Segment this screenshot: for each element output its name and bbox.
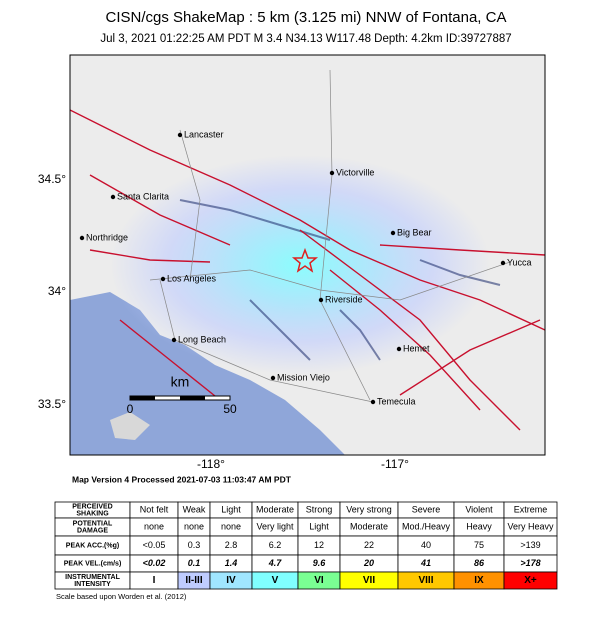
table-cell-text: Extreme — [514, 504, 548, 514]
island — [110, 412, 150, 440]
table-cell-text: Violent — [465, 504, 493, 514]
table-cell-text: Mod./Heavy — [402, 521, 451, 531]
footnote: Scale based upon Worden et al. (2012) — [56, 592, 187, 601]
table-cell-text: VI — [314, 575, 324, 586]
city-label: Long Beach — [178, 334, 226, 344]
scale-start: 0 — [127, 402, 134, 416]
city-label: Santa Clarita — [117, 191, 169, 201]
city-label: Yucca — [507, 257, 532, 267]
table-cell-text: V — [272, 575, 279, 586]
table-cell-text: Heavy — [466, 521, 492, 531]
table-cell-text: <0.02 — [143, 558, 166, 568]
table-cell-text: none — [221, 521, 241, 531]
city-dot — [396, 346, 402, 352]
terrain — [179, 199, 501, 361]
ocean — [70, 292, 345, 455]
table-cell-text: Severe — [412, 504, 441, 514]
row-label: PEAK ACC.(%g) — [66, 542, 119, 549]
faults — [70, 109, 545, 431]
table-cell-text: 4.7 — [268, 558, 283, 568]
subtitle: Jul 3, 2021 01:22:25 AM PDT M 3.4 N34.13… — [100, 33, 511, 45]
table-cell-text: 12 — [314, 540, 324, 550]
lat-label: 34° — [48, 284, 66, 298]
table-cell — [503, 571, 558, 590]
table-cell-text: 2.8 — [225, 540, 238, 550]
map-area — [70, 55, 545, 455]
city-dot — [390, 230, 396, 236]
city-label: Big Bear — [397, 227, 432, 237]
table-cell-text: none — [144, 521, 164, 531]
city-dot — [79, 235, 85, 241]
table-cell-text: Very light — [256, 521, 294, 531]
table-cell-text: IV — [226, 575, 236, 586]
city-dot — [329, 170, 335, 176]
row-label: POTENTIAL DAMAGE — [73, 520, 113, 534]
table-cell-text: >139 — [520, 540, 540, 550]
city-label: Mission Viejo — [277, 372, 330, 382]
table-cell-text: 9.6 — [313, 558, 327, 568]
lat-label: 34.5° — [38, 172, 66, 186]
row-label: PEAK VEL.(cm/s) — [64, 560, 122, 567]
title: CISN/cgs ShakeMap : 5 km (3.125 mi) NNW … — [106, 9, 507, 26]
city-dot — [171, 337, 177, 343]
lat-label: 33.5° — [38, 397, 66, 411]
table-cell-text: Weak — [183, 504, 206, 514]
row-label: PERCEIVED SHAKING — [72, 503, 112, 517]
table-cell-text: Strong — [306, 504, 333, 514]
table-cell-text: 75 — [474, 540, 484, 550]
table-cell-text: Moderate — [256, 504, 294, 514]
city-label: Northridge — [86, 232, 128, 242]
epicenter-star — [291, 247, 319, 273]
table-cell-text: Moderate — [350, 521, 388, 531]
table-cell-text: Very Heavy — [507, 521, 554, 531]
table-cell-text: II-III — [185, 575, 202, 586]
table-cell-text: 41 — [420, 558, 431, 568]
city-label: Riverside — [325, 294, 363, 304]
city-label: Temecula — [377, 396, 416, 406]
table-cell-text: Not felt — [140, 504, 169, 514]
scale-unit: km — [171, 374, 190, 390]
map-frame — [69, 54, 546, 456]
city-dot — [110, 194, 116, 200]
city-label: Victorville — [336, 167, 374, 177]
table-cell-text: 1.4 — [225, 558, 238, 568]
scale-bar — [129, 395, 231, 401]
city-label: Hemet — [403, 343, 430, 353]
table-cell-text: >178 — [520, 558, 540, 568]
table-cell-text: 86 — [474, 558, 485, 568]
city-dot — [318, 297, 324, 303]
scale-end: 50 — [223, 402, 237, 416]
city-label: Lancaster — [184, 129, 224, 139]
table-cell-text: 22 — [364, 540, 374, 550]
table-cell-text: VII — [363, 575, 375, 586]
table-cell-text: Very strong — [346, 504, 392, 514]
city-dot — [370, 399, 376, 405]
city-dot — [160, 276, 166, 282]
table-cell-text: 40 — [421, 540, 431, 550]
lon-label: -118° — [197, 457, 225, 471]
table-cell-text: none — [184, 521, 204, 531]
row-label: INSTRUMENTAL INTENSITY — [65, 574, 120, 588]
version: Map Version 4 Processed 2021-07-03 11:03… — [72, 474, 292, 484]
city-dot — [270, 375, 276, 381]
city-dot — [500, 260, 506, 266]
table-cell-text: 20 — [363, 558, 374, 568]
roads — [149, 69, 511, 403]
table-cell-text: 0.3 — [188, 540, 201, 550]
table-cell-text: VIII — [418, 575, 433, 586]
table-cell-text: Light — [309, 521, 329, 531]
table-cell-text: Light — [221, 504, 241, 514]
table-cell-text: 0.1 — [188, 558, 201, 568]
city-label: Los Angeles — [167, 273, 217, 283]
city-dot — [177, 132, 183, 138]
lon-label: -117° — [381, 457, 409, 471]
table-cell-text: 6.2 — [269, 540, 282, 550]
table-cell-text: I — [153, 575, 156, 586]
table-cell-text: <0.05 — [143, 540, 166, 550]
table-cell-text: X+ — [524, 575, 537, 586]
table-cell-text: IX — [474, 575, 484, 586]
